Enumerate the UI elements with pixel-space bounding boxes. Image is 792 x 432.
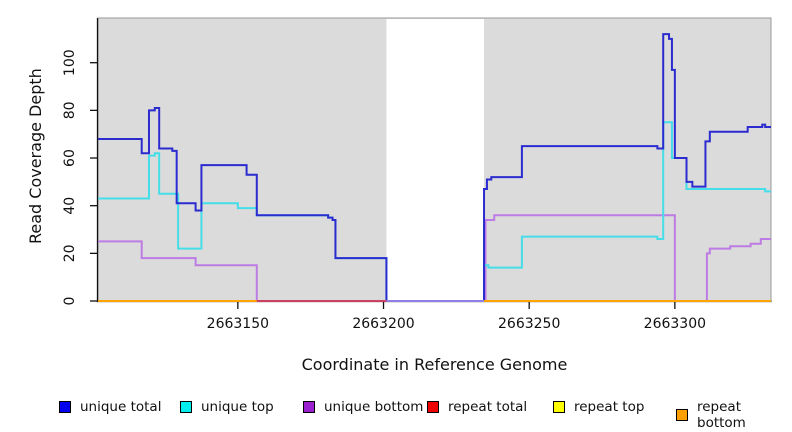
x-tick-label: 2663200 <box>352 316 414 332</box>
y-tick-label: 80 <box>62 101 78 119</box>
legend-item-label: unique top <box>201 399 274 415</box>
legend-item-label: repeat bottom <box>697 399 746 431</box>
legend-item-repeat-top: repeat top <box>553 399 644 415</box>
legend-item-label: unique total <box>80 399 162 415</box>
coverage-gap-region <box>386 19 485 301</box>
y-axis-title: Read Coverage Depth <box>26 68 45 244</box>
legend-item-label: unique bottom <box>324 399 424 415</box>
legend-item-unique-top: unique top <box>180 399 274 415</box>
legend-swatch-icon <box>180 401 192 413</box>
y-tick-label: 40 <box>62 197 78 215</box>
y-tick-label: 60 <box>62 149 78 167</box>
y-tick-label: 0 <box>62 297 78 306</box>
x-tick-label: 2663300 <box>644 316 706 332</box>
x-axis-title: Coordinate in Reference Genome <box>301 355 568 374</box>
legend-item-repeat-bottom: repeat bottom <box>676 399 792 431</box>
legend-item-unique-bottom: unique bottom <box>303 399 423 415</box>
legend-item-unique-total: unique total <box>59 399 161 415</box>
series-unique-total <box>98 33 771 302</box>
series-unique-bottom <box>98 214 771 302</box>
y-tick-label: 100 <box>62 49 78 76</box>
legend-item-label: repeat top <box>574 399 645 415</box>
legend-item-label: repeat total <box>448 399 528 415</box>
x-tick-label: 2663150 <box>207 316 269 332</box>
x-tick-label: 2663250 <box>498 316 560 332</box>
legend-swatch-icon <box>303 401 315 413</box>
y-tick-label: 20 <box>62 244 78 262</box>
legend-swatch-icon <box>427 401 439 413</box>
legend-swatch-icon <box>676 409 688 421</box>
legend-item-repeat-total: repeat total <box>427 399 527 415</box>
legend-swatch-icon <box>553 401 565 413</box>
legend: unique total unique top unique bottom repea… <box>0 399 792 431</box>
legend-swatch-icon <box>59 401 71 413</box>
